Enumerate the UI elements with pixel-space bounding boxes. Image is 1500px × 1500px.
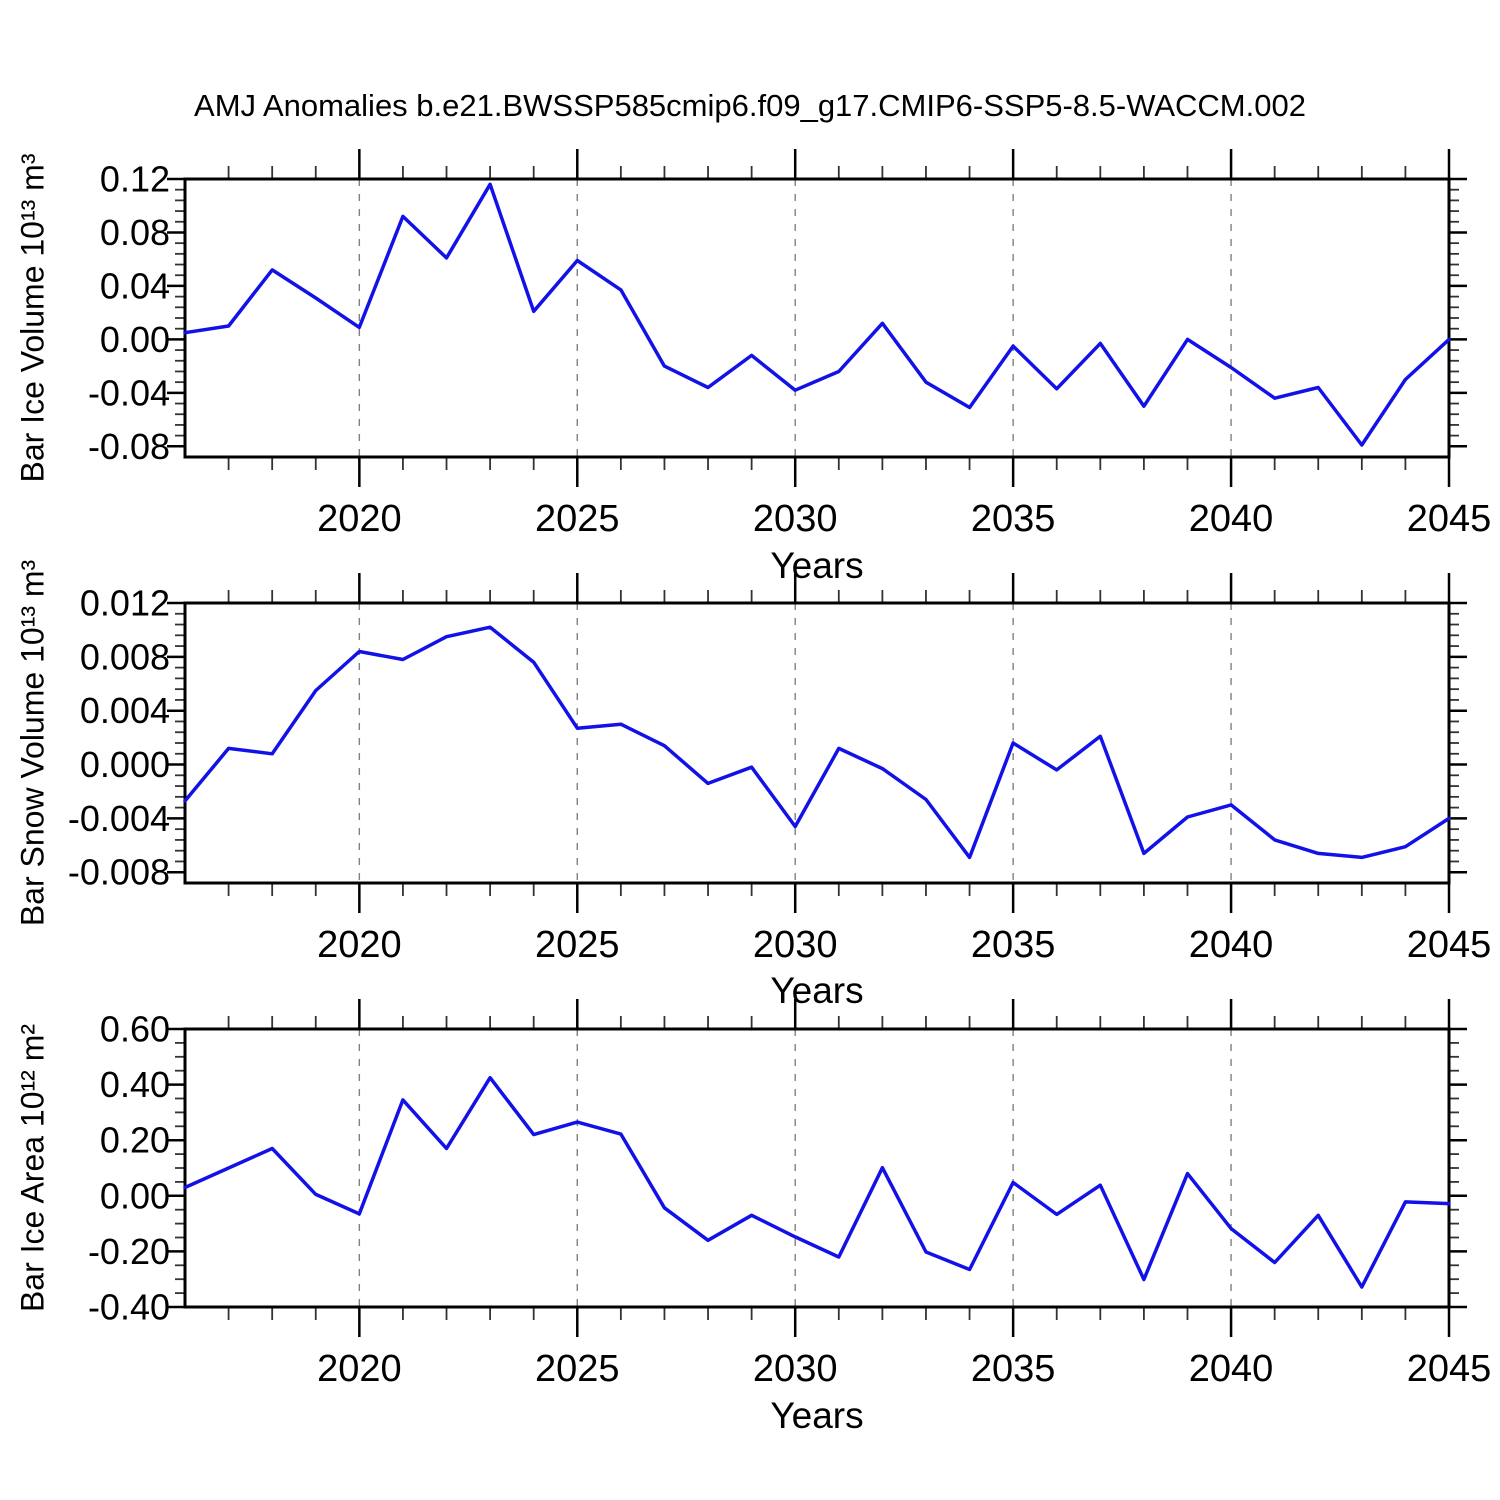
y-tick-label: -0.04 bbox=[88, 372, 170, 413]
x-tick-label: 2030 bbox=[753, 1348, 838, 1390]
y-tick-label: 0.00 bbox=[100, 1175, 170, 1216]
x-tick-label: 2040 bbox=[1189, 1348, 1274, 1390]
x-tick-label: 2020 bbox=[317, 498, 402, 540]
panel-2: 0.012 0.008 0.004 0.000 -0.004 -0.008 2020 2025… bbox=[68, 573, 1491, 966]
x-tick-label: 2040 bbox=[1189, 924, 1274, 966]
x-axis-label-years-panel2: Years bbox=[770, 970, 864, 1011]
x-tick-label: 2030 bbox=[753, 498, 838, 540]
y-tick-label: 0.20 bbox=[100, 1120, 170, 1161]
y-axis-label-snow-volume: Bar Snow Volume 10¹³ m³ bbox=[14, 559, 51, 927]
y-axis-label-ice-volume: Bar Ice Volume 10¹³ m³ bbox=[14, 153, 51, 483]
y-tick-label: 0.000 bbox=[80, 744, 170, 785]
x-tick-label: 2035 bbox=[971, 498, 1056, 540]
x-axis-label-years-panel3: Years bbox=[770, 1395, 864, 1436]
x-tick-label: 2045 bbox=[1407, 924, 1492, 966]
panel-2-data-line bbox=[183, 625, 1451, 860]
figure-title: AMJ Anomalies b.e21.BWSSP585cmip6.f09_g1… bbox=[194, 88, 1306, 123]
x-tick-label: 2045 bbox=[1407, 498, 1492, 540]
x-tick-label: 2045 bbox=[1407, 1348, 1492, 1390]
y-tick-label: 0.40 bbox=[100, 1064, 170, 1105]
y-tick-label: 0.08 bbox=[100, 212, 170, 253]
panel-3: 0.60 0.40 0.20 0.00 -0.20 -0.40 2020 2025 2030 20… bbox=[88, 999, 1491, 1390]
y-tick-label: 0.60 bbox=[100, 1009, 170, 1050]
y-tick-label: -0.20 bbox=[88, 1231, 170, 1272]
panel-1-data-line bbox=[183, 182, 1451, 447]
y-tick-label: 0.00 bbox=[100, 319, 170, 360]
x-tick-label: 2030 bbox=[753, 924, 838, 966]
x-tick-label: 2040 bbox=[1189, 498, 1274, 540]
x-tick-label: 2025 bbox=[535, 498, 620, 540]
panel-1-frame bbox=[183, 177, 1451, 459]
y-axis-label-ice-area: Bar Ice Area 10¹² m² bbox=[14, 1023, 51, 1313]
y-tick-label: -0.08 bbox=[88, 426, 170, 467]
y-tick-label: 0.012 bbox=[80, 583, 170, 624]
y-tick-label: -0.008 bbox=[68, 852, 170, 893]
y-tick-label: 0.12 bbox=[100, 159, 170, 200]
x-tick-label: 2025 bbox=[535, 1348, 620, 1390]
y-tick-label: 0.004 bbox=[80, 690, 170, 731]
y-tick-label: -0.40 bbox=[88, 1287, 170, 1328]
x-tick-label: 2020 bbox=[317, 1348, 402, 1390]
x-tick-label: 2025 bbox=[535, 924, 620, 966]
panel-3-frame bbox=[183, 1027, 1451, 1309]
x-tick-label: 2020 bbox=[317, 924, 402, 966]
y-tick-label: 0.008 bbox=[80, 636, 170, 677]
x-tick-label: 2035 bbox=[971, 924, 1056, 966]
y-tick-label: 0.04 bbox=[100, 265, 170, 306]
x-tick-label: 2035 bbox=[971, 1348, 1056, 1390]
panel-1: 0.12 0.08 0.04 0.00 -0.04 -0.08 2020 2025 2030 20… bbox=[88, 149, 1491, 540]
panel-2-frame bbox=[183, 601, 1451, 885]
panel-3-data-line bbox=[183, 1075, 1451, 1289]
x-axis-label-years-panel1: Years bbox=[770, 545, 864, 586]
y-tick-label: -0.004 bbox=[68, 798, 170, 839]
